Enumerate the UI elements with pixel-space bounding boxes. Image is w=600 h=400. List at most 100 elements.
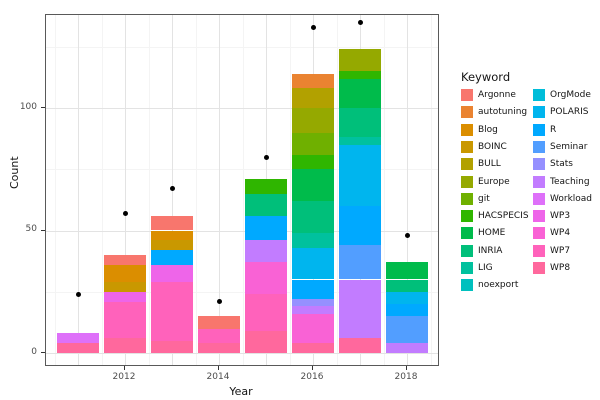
legend-swatch-BULL — [461, 158, 473, 171]
legend-label: Workload — [550, 193, 593, 204]
bar-segment-2015-R — [245, 215, 287, 241]
bar-segment-2017-WP8 — [339, 338, 381, 353]
data-point-2011 — [75, 291, 81, 297]
gridline-x-minor — [101, 15, 103, 365]
gridline-y-minor — [46, 46, 438, 48]
bar-segment-2012-WP3 — [104, 291, 146, 302]
y-tick-mark — [41, 229, 45, 231]
y-tick-mark — [41, 352, 45, 353]
bar-segment-2014-WP7 — [198, 328, 240, 344]
legend-item-LIG: LIG — [461, 262, 533, 274]
gridline-x-minor — [336, 15, 338, 365]
x-tick-mark — [406, 366, 407, 370]
bar-segment-2018-POLARIS — [386, 291, 428, 304]
gridline-x-minor — [289, 15, 291, 365]
bar-segment-2017-Europe — [339, 49, 381, 72]
bar-segment-2015-WP8 — [245, 330, 287, 353]
bar-segment-2016-Europe — [292, 108, 334, 133]
legend-item-noexport: noexport — [461, 279, 533, 292]
legend-item-Seminar: Seminar — [533, 140, 600, 153]
legend-item-Stats: Stats — [533, 158, 600, 171]
legend-swatch-LIG — [461, 262, 473, 274]
gridline-x-major — [219, 15, 220, 365]
y-tick-mark — [41, 107, 45, 108]
bar-segment-2017-HACSPECIS — [339, 71, 381, 79]
legend-item-INRIA: INRIA — [461, 244, 533, 257]
bar-segment-2016-LIG — [292, 232, 334, 248]
data-point-2015 — [263, 154, 269, 160]
data-point-2017 — [357, 19, 363, 25]
bar-segment-2013-Blog — [151, 230, 193, 241]
bar-segment-2018-Teaching — [386, 343, 428, 353]
legend-label: Seminar — [550, 141, 588, 152]
gridline-y-major — [46, 353, 438, 354]
bar-segment-2018-INRIA — [386, 279, 428, 292]
bar-segment-2013-BOINC — [151, 240, 193, 251]
legend-label: Teaching — [550, 176, 590, 187]
y-tick-label: 0 — [31, 346, 37, 357]
legend-swatch-Teaching — [533, 175, 545, 188]
bar-segment-2012-BOINC — [104, 281, 146, 292]
legend-label: POLARIS — [550, 107, 589, 118]
legend-label: noexport — [478, 280, 519, 291]
legend-item-POLARIS: POLARIS — [533, 106, 600, 119]
legend-item-BULL: BULL — [461, 158, 533, 171]
legend-item-Teaching: Teaching — [533, 175, 600, 188]
bar-segment-2014-WP8 — [198, 343, 240, 353]
legend-swatch-Seminar — [533, 140, 545, 153]
legend-label: Europe — [478, 176, 510, 187]
data-point-2018 — [404, 232, 410, 238]
bar-segment-2012-WP8 — [104, 338, 146, 353]
legend-label: Stats — [550, 159, 573, 170]
bar-segment-2013-Argonne — [151, 215, 193, 231]
legend-label: OrgMode — [550, 90, 591, 100]
data-point-2014 — [216, 299, 222, 305]
legend-label: Blog — [478, 124, 498, 135]
bar-segment-2016-POLARIS — [292, 247, 334, 280]
legend-label: WP7 — [550, 245, 571, 256]
data-point-2016 — [310, 24, 316, 30]
gridline-x-major — [407, 15, 408, 365]
bar-segment-2011-Workload — [57, 333, 99, 344]
legend-swatch-POLARIS — [533, 106, 545, 119]
legend-label: BOINC — [478, 141, 507, 152]
gridline-y-minor — [46, 291, 438, 293]
bar-segment-2016-Teaching — [292, 306, 334, 314]
x-tick-label: 2018 — [394, 372, 418, 382]
bar-segment-2016-git — [292, 132, 334, 155]
legend-item-HACSPECIS: HACSPECIS — [461, 210, 533, 223]
data-point-2013 — [169, 186, 175, 192]
gridline-x-minor — [195, 15, 197, 365]
x-axis-title: Year — [229, 385, 253, 398]
legend-item-Argonne: Argonne — [461, 89, 533, 101]
gridline-x-minor — [54, 15, 56, 365]
bar-segment-2018-R — [386, 304, 428, 317]
x-tick-label: 2014 — [206, 372, 230, 382]
legend-label: WP4 — [550, 228, 571, 239]
bar-segment-2015-HACSPECIS — [245, 179, 287, 194]
legend-swatch-noexport — [461, 279, 473, 292]
bar-segment-2017-HOME — [339, 78, 381, 108]
bar-segment-2014-Argonne — [198, 316, 240, 329]
legend-label: WP3 — [550, 211, 571, 222]
x-tick-mark — [124, 366, 125, 370]
legend-swatch-INRIA — [461, 244, 473, 257]
bar-segment-2011-WP8 — [57, 343, 99, 353]
legend-item-Workload: Workload — [533, 192, 600, 205]
data-point-2012 — [122, 210, 128, 216]
bar-segment-2017-INRIA — [339, 108, 381, 138]
legend-item-HOME: HOME — [461, 227, 533, 240]
bar-segment-2016-INRIA — [292, 201, 334, 233]
x-tick-mark — [218, 366, 219, 370]
x-tick-label: 2016 — [300, 372, 324, 382]
bar-segment-2016-BULL — [292, 88, 334, 108]
legend-item-BOINC: BOINC — [461, 140, 533, 153]
y-axis-title: Count — [8, 156, 21, 189]
y-tick-label: 50 — [25, 224, 37, 234]
gridline-x-major — [125, 15, 126, 365]
legend-label: WP8 — [550, 263, 571, 273]
bar-segment-2013-R — [151, 250, 193, 265]
legend-swatch-BOINC — [461, 140, 473, 153]
bar-segment-2012-WP7 — [104, 301, 146, 339]
gridline-x-minor — [430, 15, 432, 365]
